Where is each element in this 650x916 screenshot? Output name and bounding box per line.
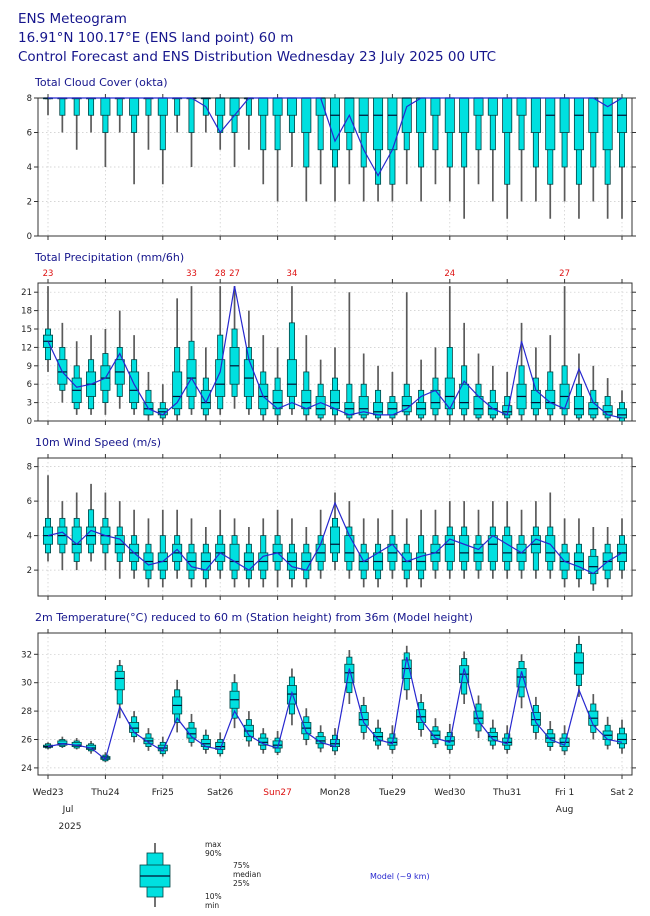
svg-text:Fri25: Fri25 [152,788,174,798]
svg-text:28: 28 [21,707,32,717]
svg-text:max: max [205,840,222,849]
svg-text:75%: 75% [233,861,250,870]
svg-text:24: 24 [444,269,455,279]
svg-text:2025: 2025 [59,822,82,832]
svg-text:90%: 90% [205,849,222,858]
svg-text:4: 4 [27,532,32,542]
svg-text:Model (~9 km): Model (~9 km) [370,872,430,881]
svg-text:4: 4 [27,163,32,173]
svg-text:Sat26: Sat26 [207,788,233,798]
meteogram-title: ENS Meteogram [18,11,127,27]
svg-text:6: 6 [27,380,32,390]
time-axis: Wed23 Thu24 Fri25 Sat26 Sun27 Mon28 Tue29 Wed30… [32,788,633,832]
svg-text:0: 0 [27,232,32,242]
svg-text:28: 28 [215,269,226,279]
forecast-info-line: Control Forecast and ENS Distribution We… [18,49,497,65]
svg-text:3: 3 [27,399,32,409]
svg-text:15: 15 [21,325,32,335]
svg-text:26: 26 [21,736,32,746]
svg-text:27: 27 [229,269,240,279]
svg-text:median: median [233,870,261,879]
svg-text:33: 33 [186,269,197,279]
svg-text:8: 8 [27,94,32,104]
svg-text:0: 0 [27,417,32,427]
wind-speed-chart: 2 4 6 8 [27,454,636,600]
svg-text:6: 6 [27,497,32,507]
svg-text:27: 27 [559,269,570,279]
panel-temperature: 2m Temperature(°C) reduced to 60 m (Stat… [0,611,650,783]
svg-text:21: 21 [21,288,32,298]
svg-text:30: 30 [21,679,32,689]
svg-text:Fri 1: Fri 1 [555,788,574,798]
svg-text:12: 12 [21,343,32,353]
svg-text:Wed30: Wed30 [434,788,465,798]
svg-text:6: 6 [27,129,32,139]
svg-text:34: 34 [287,269,298,279]
panel-title-cloud-cover: Total Cloud Cover (okta) [35,76,168,89]
svg-text:min: min [205,901,219,910]
svg-text:18: 18 [21,307,32,317]
svg-text:9: 9 [27,362,32,372]
svg-text:32: 32 [21,650,32,660]
svg-text:Jul: Jul [62,805,74,815]
svg-text:2: 2 [27,566,32,576]
location-line: 16.91°N 100.17°E (ENS land point) 60 m [18,30,294,46]
svg-text:Mon28: Mon28 [320,788,351,798]
svg-text:24: 24 [21,764,32,774]
svg-text:23: 23 [43,269,54,279]
svg-text:Aug: Aug [556,805,574,815]
temperature-chart: 24 26 28 30 32 [21,629,636,779]
svg-text:Sat 2: Sat 2 [610,788,633,798]
svg-text:Tue29: Tue29 [378,788,406,798]
svg-text:Thu24: Thu24 [90,788,120,798]
panel-title-precipitation: Total Precipitation (mm/6h) [35,251,185,264]
panel-cloud-cover: Total Cloud Cover (okta) 0 2 4 6 8 [0,76,650,244]
svg-text:2: 2 [27,198,32,208]
report-header: ENS Meteogram 16.91°N 100.17°E (ENS land… [0,0,650,69]
cloud-cover-chart: 0 2 4 6 8 [27,94,636,242]
svg-text:10%: 10% [205,892,222,901]
panel-title-temperature: 2m Temperature(°C) reduced to 60 m (Stat… [35,611,473,624]
svg-text:Wed23: Wed23 [32,788,63,798]
svg-text:Thu31: Thu31 [492,788,521,798]
panel-wind-speed: 10m Wind Speed (m/s) 2 4 6 8 [0,436,650,604]
svg-text:8: 8 [27,463,32,473]
svg-text:Sun27: Sun27 [263,788,292,798]
panel-title-wind-speed: 10m Wind Speed (m/s) [35,436,162,449]
panel-precipitation: Total Precipitation (mm/6h) 0 3 6 9 12 15 18 21… [0,251,650,429]
svg-text:25%: 25% [233,879,250,888]
